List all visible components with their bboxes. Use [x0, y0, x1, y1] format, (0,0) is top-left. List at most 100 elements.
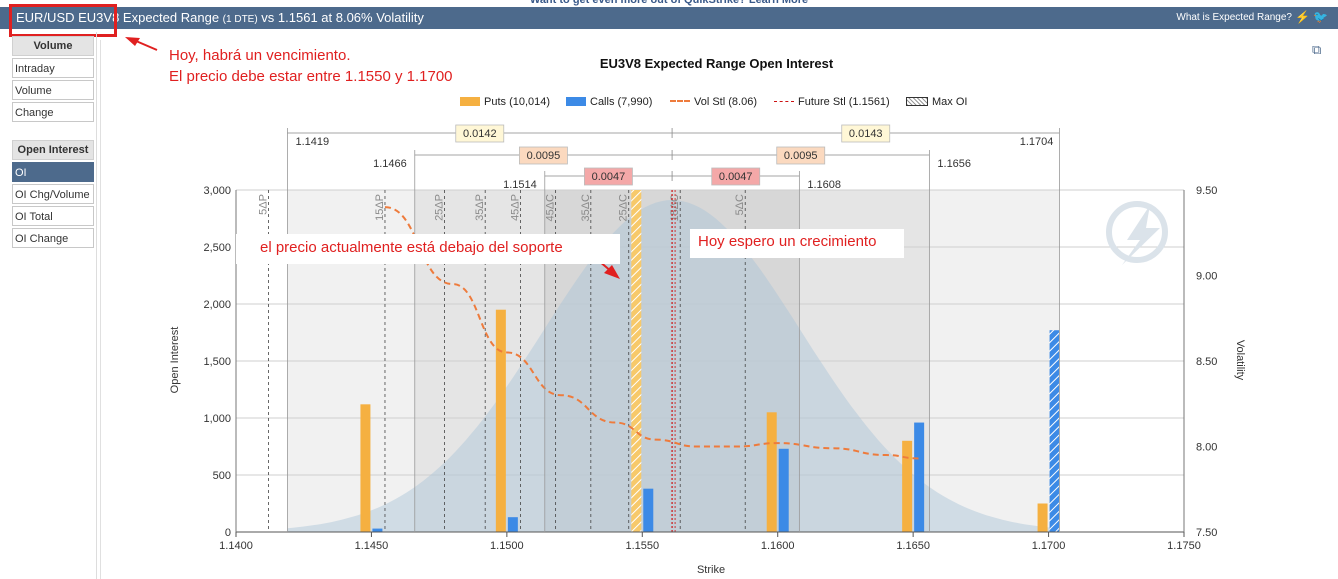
put-bar: [495, 309, 506, 532]
range-width-label: 0.0095: [784, 150, 818, 162]
range-width-label: 0.0095: [527, 150, 561, 162]
put-bar: [766, 412, 777, 532]
y-tick-label: 1,500: [203, 356, 231, 368]
y-tick-label: 500: [213, 470, 231, 482]
annotation-below-support: el precio actualmente está debajo del so…: [236, 234, 620, 264]
sidebar-heading-open-interest: Open Interest: [12, 140, 94, 160]
delta-label: 45ΔP: [509, 194, 521, 221]
delta-label: 35ΔP: [474, 194, 486, 221]
range-width-label: 0.0143: [849, 128, 883, 140]
watermark-logo: [1106, 201, 1168, 263]
sidebar-item-oi[interactable]: OI: [12, 162, 94, 182]
range-low-label: 1.1419: [295, 136, 329, 148]
legend-calls[interactable]: Calls (7,990): [566, 96, 652, 108]
x-tick-label: 1.1700: [1032, 540, 1066, 552]
title-tail: vs 1.1561 at 8.06% Volatility: [261, 10, 424, 25]
y2-tick-label: 9.00: [1196, 271, 1217, 283]
annotation-expect-growth: Hoy espero un crecimiento: [690, 229, 904, 258]
y-axis-title: Open Interest: [169, 327, 181, 394]
expected-range-help-link[interactable]: What is Expected Range?: [1176, 12, 1292, 23]
legend-vol-stl[interactable]: Vol Stl (8.06): [670, 96, 757, 108]
sidebar-item-volume[interactable]: Volume: [12, 80, 94, 100]
chart-panel: [100, 40, 1334, 579]
annotation-highlight-box: [9, 4, 117, 37]
y-tick-label: 2,500: [203, 242, 231, 254]
range-width-box: [711, 167, 761, 186]
y-tick-label: 1,000: [203, 413, 231, 425]
range-high-label: 1.1656: [937, 158, 971, 170]
delta-label: 15ΔP: [374, 194, 386, 221]
call-bar: [643, 488, 654, 532]
delta-label: 45ΔC: [545, 194, 557, 222]
legend-puts[interactable]: Puts (10,014): [460, 96, 550, 108]
delta-label: 5ΔC: [734, 194, 746, 215]
annotation-top-line1: Hoy, habrá un vencimiento.: [169, 47, 351, 64]
call-bar: [1049, 330, 1060, 532]
x-tick-label: 1.1400: [219, 540, 253, 552]
x-tick-label: 1.1600: [761, 540, 795, 552]
watermark-logo: [1122, 205, 1160, 265]
range-low-label: 1.1466: [373, 158, 407, 170]
annotation-top-line2: El precio debe estar entre 1.1550 y 1.17…: [169, 68, 453, 85]
put-bar: [902, 440, 913, 532]
range-width-box: [776, 146, 826, 165]
y-tick-label: 2,000: [203, 299, 231, 311]
bolt-icon[interactable]: ⚡: [1295, 10, 1310, 24]
put-bar: [360, 404, 371, 532]
range-width-box: [584, 167, 633, 186]
range-high-label: 1.1704: [1020, 136, 1054, 148]
y-tick-label: 3,000: [203, 185, 231, 197]
range-width-label: 0.0142: [463, 128, 497, 140]
sidebar-heading-volume: Volume: [12, 36, 94, 56]
sidebar-item-oi-change[interactable]: OI Change: [12, 228, 94, 248]
range-low-label: 1.1514: [503, 179, 537, 191]
legend-future-stl[interactable]: Future Stl (1.1561): [774, 96, 890, 108]
call-bar: [372, 528, 383, 532]
sidebar: Volume Intraday Volume Change Open Inter…: [10, 32, 97, 579]
promo-banner[interactable]: Want to get even more out of QuikStrike?…: [529, 0, 809, 6]
x-tick-label: 1.1450: [355, 540, 389, 552]
twitter-icon[interactable]: 🐦: [1313, 10, 1328, 24]
sidebar-item-oi-chg-volume[interactable]: OI Chg/Volume: [12, 184, 94, 204]
put-bar: [1037, 503, 1048, 532]
sidebar-item-oi-total[interactable]: OI Total: [12, 206, 94, 226]
range-width-label: 0.0047: [719, 171, 753, 183]
x-tick-label: 1.1650: [896, 540, 930, 552]
app-header: EUR/USD EU3V8 Expected Range (1 DTE) vs …: [0, 7, 1338, 29]
y2-axis-title: Volatility: [1234, 340, 1246, 381]
x-axis-title: Strike: [697, 564, 725, 576]
y2-tick-label: 8.00: [1196, 442, 1217, 454]
range-high-label: 1.1608: [807, 179, 841, 191]
range-width-label: 0.0047: [592, 171, 626, 183]
page-title: EUR/USD EU3V8 Expected Range (1 DTE) vs …: [16, 10, 424, 25]
expected-range-curve: [287, 200, 1060, 532]
range-width-box: [455, 124, 505, 143]
y2-tick-label: 9.50: [1196, 185, 1217, 197]
call-bar: [507, 517, 518, 532]
call-bar: [914, 422, 925, 532]
title-dte: (1 DTE): [222, 14, 258, 25]
y2-tick-label: 8.50: [1196, 356, 1217, 368]
y-tick-label: 0: [225, 527, 231, 539]
x-tick-label: 1.1550: [625, 540, 659, 552]
put-bar: [631, 190, 642, 532]
sidebar-item-change[interactable]: Change: [12, 102, 94, 122]
export-icon[interactable]: ⧉: [1312, 42, 1322, 57]
x-tick-label: 1.1750: [1167, 540, 1201, 552]
range-width-box: [519, 146, 568, 165]
call-bar: [778, 448, 789, 532]
x-tick-label: 1.1500: [490, 540, 524, 552]
vol-stl-line: [384, 206, 919, 460]
chart-title: EU3V8 Expected Range Open Interest: [599, 56, 834, 71]
delta-label: 25ΔC: [618, 194, 630, 222]
chart-legend: Puts (10,014) Calls (7,990) Vol Stl (8.0…: [0, 96, 1338, 110]
delta-label: 25ΔP: [434, 194, 446, 221]
y2-tick-label: 7.50: [1196, 527, 1217, 539]
legend-max-oi[interactable]: Max OI: [906, 96, 967, 108]
sidebar-item-intraday[interactable]: Intraday: [12, 58, 94, 78]
title-main: EUR/USD EU3V8 Expected Range: [16, 10, 220, 25]
range-width-box: [841, 124, 891, 143]
delta-label: 5ΔP: [258, 194, 270, 215]
delta-label: 35ΔC: [580, 194, 592, 222]
